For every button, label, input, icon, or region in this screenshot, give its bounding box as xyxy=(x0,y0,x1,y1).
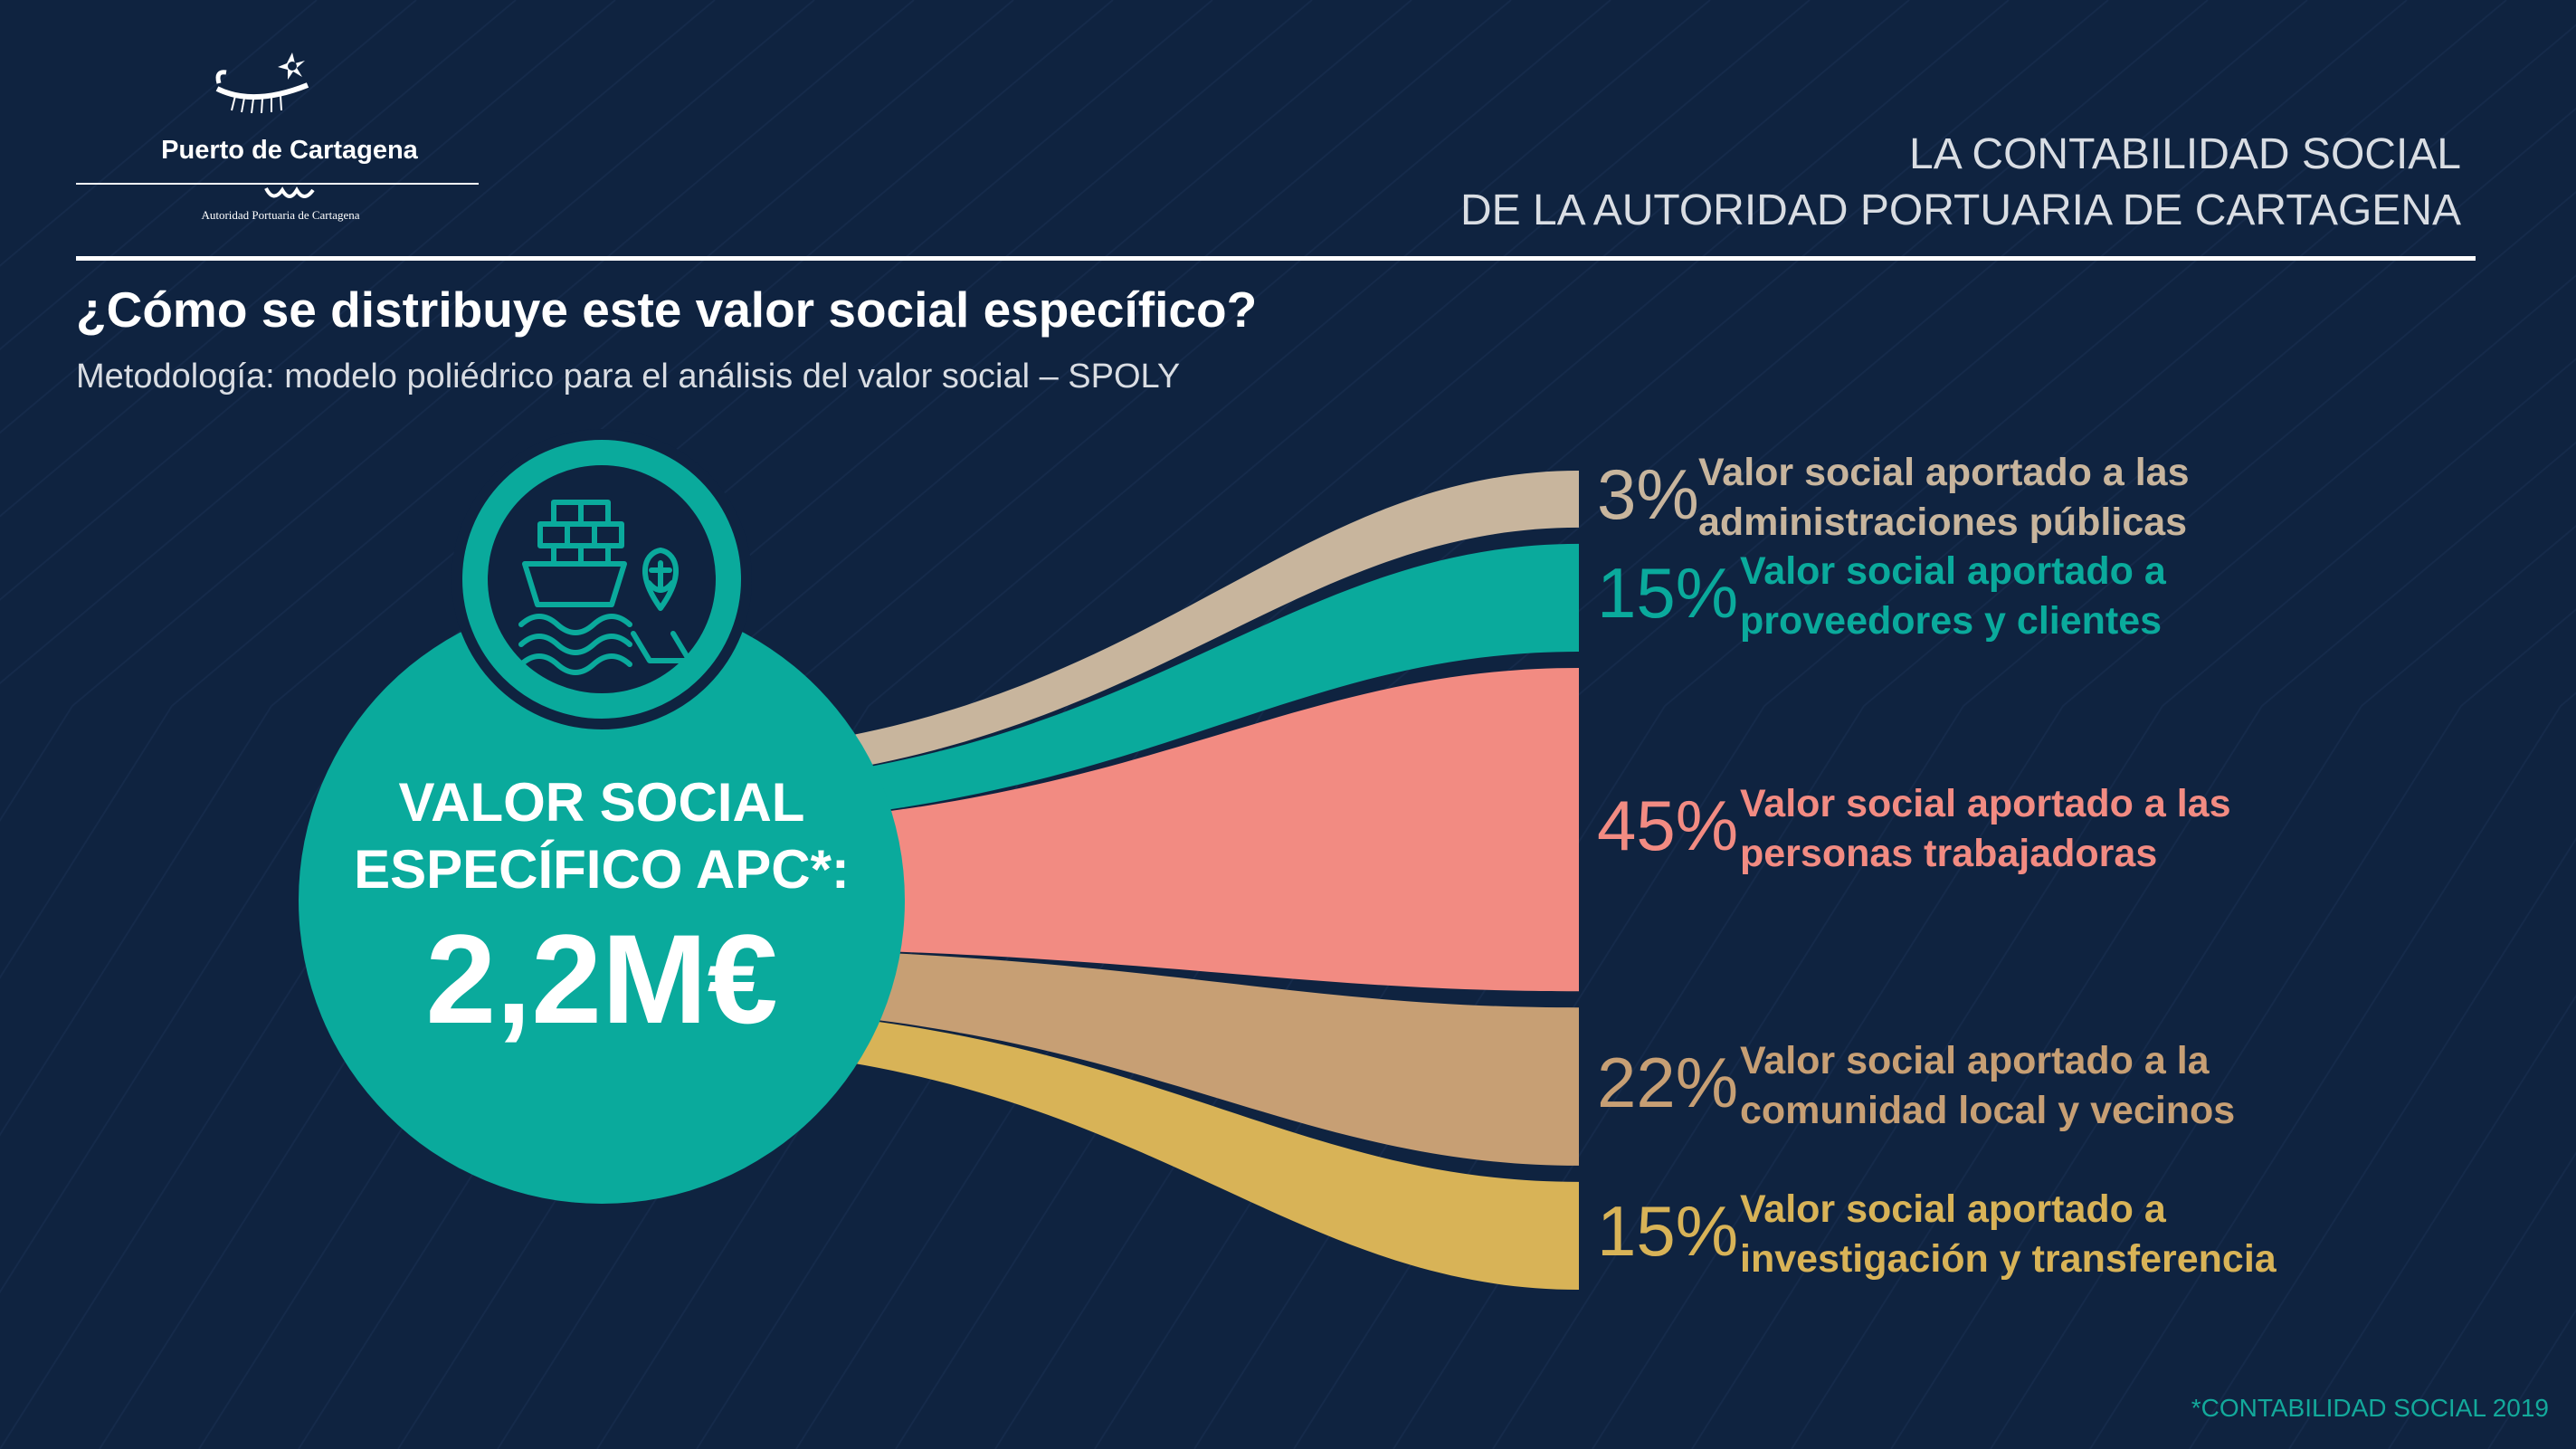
center-title-line1: VALOR SOCIAL xyxy=(398,772,805,833)
ship-anchor-icon xyxy=(518,500,692,675)
category-label: Valor social aportado a proveedores y cli… xyxy=(1740,547,2166,646)
brand-subtitle: Autoridad Portuaria de Cartagena xyxy=(201,208,360,222)
flow-band xyxy=(633,543,1579,827)
flow-band xyxy=(633,1005,1579,1290)
percent-label: 15% xyxy=(1597,553,1739,634)
category-label-line2: administraciones públicas xyxy=(1698,500,2188,545)
logo-waves-icon xyxy=(264,186,315,198)
category-label-line2: personas trabajadoras xyxy=(1740,831,2158,875)
total-value: 2,2M€ xyxy=(425,908,778,1050)
header-divider xyxy=(76,256,2476,261)
category-label-line1: Valor social aportado a xyxy=(1740,549,2166,594)
center-title-line2: ESPECÍFICO APC*: xyxy=(354,839,850,900)
percent-label: 15% xyxy=(1597,1191,1739,1272)
category-label-line2: investigación y transferencia xyxy=(1740,1237,2277,1282)
category-label: Valor social aportado a la comunidad loca… xyxy=(1740,1036,2235,1136)
category-label-line1: Valor social aportado a la xyxy=(1740,1038,2210,1082)
percent-label: 3% xyxy=(1597,454,1699,535)
category-label: Valor social aportado a las personas trab… xyxy=(1740,779,2231,879)
flow-band xyxy=(633,471,1579,787)
methodology-note: Metodología: modelo poliédrico para el a… xyxy=(76,357,1181,396)
port-logo-icon xyxy=(215,52,309,114)
footnote: *CONTABILIDAD SOCIAL 2019 xyxy=(2191,1394,2549,1422)
category-label-line1: Valor social aportado a las xyxy=(1740,781,2231,825)
category-label: Valor social aportado a las administracio… xyxy=(1698,448,2190,548)
percent-label: 45% xyxy=(1597,785,1739,865)
header-title-line2: DE LA AUTORIDAD PORTUARIA DE CARTAGENA xyxy=(1459,186,2461,234)
category-label-line2: comunidad local y vecinos xyxy=(1740,1088,2236,1132)
category-label-line2: proveedores y clientes xyxy=(1740,599,2163,643)
category-label: Valor social aportado a investigación y t… xyxy=(1740,1185,2277,1284)
logo-divider xyxy=(76,183,479,185)
page-question: ¿Cómo se distribuye este valor social es… xyxy=(76,281,1258,338)
header-title: LA CONTABILIDAD SOCIAL DE LA AUTORIDAD P… xyxy=(1460,127,2461,239)
header-title-line1: LA CONTABILIDAD SOCIAL xyxy=(1909,130,2461,178)
category-label-line1: Valor social aportado a las xyxy=(1698,451,2190,495)
total-value-text: VALOR SOCIAL ESPECÍFICO APC*: 2,2M€ xyxy=(312,769,891,1052)
brand-name: Puerto de Cartagena xyxy=(161,136,418,165)
category-label-line1: Valor social aportado a xyxy=(1740,1187,2166,1232)
percent-label: 22% xyxy=(1597,1042,1739,1122)
total-value-circle xyxy=(299,597,905,1204)
